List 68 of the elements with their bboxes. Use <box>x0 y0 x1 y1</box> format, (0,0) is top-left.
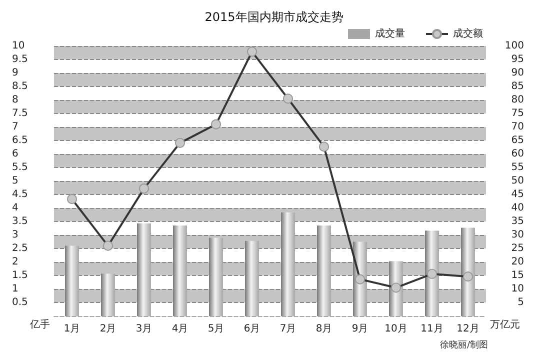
y-tick-label: 3 <box>12 230 18 240</box>
y-tick-label: 7.5 <box>12 108 28 119</box>
y2-tick-label: 20 <box>511 256 524 268</box>
y-tick-label: 1.5 <box>12 270 28 281</box>
y2-tick-label: 50 <box>511 176 524 186</box>
y-tick-label: 8 <box>12 94 18 106</box>
y-tick-label: 3.5 <box>12 216 28 227</box>
x-tick-label: 6月 <box>244 324 260 334</box>
chart-title: 2015年国内期市成交走势 <box>204 10 344 24</box>
bar <box>281 212 295 316</box>
y2-tick-label: 55 <box>511 162 524 173</box>
y-axis-title: 亿手 <box>29 318 50 330</box>
x-tick-label: 9月 <box>352 324 368 334</box>
y2-tick-label: 95 <box>511 54 524 65</box>
x-tick-label: 12月 <box>456 324 480 334</box>
y2-tick-label: 25 <box>511 243 524 254</box>
text: 徐晓丽/制图 <box>440 340 488 350</box>
y-tick-label: 6.5 <box>12 135 28 146</box>
x-tick-label: 10月 <box>384 324 408 334</box>
y-tick-label: 1 <box>12 284 18 294</box>
x-tick-label: 1月 <box>64 324 80 334</box>
y2-tick-label: 100 <box>504 40 524 52</box>
bar <box>209 238 223 316</box>
bar <box>425 230 439 316</box>
y2-axis-title: 万亿元 <box>490 320 520 330</box>
y-tick-label: 4 <box>12 202 18 214</box>
y2-tick-label: 75 <box>511 108 524 119</box>
y-tick-label: 9.5 <box>12 54 28 65</box>
y2-tick-label: 80 <box>511 94 524 106</box>
bar <box>173 226 187 316</box>
x-tick-label: 4月 <box>172 324 188 334</box>
x-tick-label: 3月 <box>136 324 152 334</box>
x-tick-label: 2月 <box>100 324 116 334</box>
bar <box>65 246 79 316</box>
y-tick-label: 2.5 <box>12 243 28 254</box>
y2-tick-label: 45 <box>511 189 524 200</box>
x-tick-label: 5月 <box>208 324 224 334</box>
y-tick-label: 5.5 <box>12 162 28 173</box>
x-tick-label: 11月 <box>420 324 444 334</box>
y-tick-label: 4.5 <box>12 189 28 200</box>
legend-label: 成交额 <box>453 28 483 40</box>
y-tick-label: 6 <box>12 148 18 160</box>
y2-tick-label: 40 <box>511 202 524 214</box>
y2-tick-label: 35 <box>511 216 524 227</box>
y2-tick-label: 85 <box>511 81 524 92</box>
y-tick-label: 10 <box>12 40 25 52</box>
y2-tick-label: 5 <box>518 297 524 308</box>
y2-tick-label: 30 <box>511 230 524 240</box>
legend-label: 成交量 <box>375 28 405 40</box>
y2-tick-label: 60 <box>511 148 524 160</box>
y2-tick-label: 70 <box>511 122 524 132</box>
y-tick-label: 7 <box>12 122 18 132</box>
y2-tick-label: 90 <box>511 68 524 78</box>
x-tick-label: 8月 <box>316 324 332 334</box>
bar <box>137 223 151 316</box>
y-tick-label: 0.5 <box>12 297 28 308</box>
bar <box>461 228 475 316</box>
x-tick-label: 7月 <box>280 324 296 334</box>
y2-tick-label: 15 <box>511 270 524 281</box>
bar <box>245 240 259 316</box>
y-tick-label: 2 <box>12 256 18 268</box>
y-tick-label: 8.5 <box>12 81 28 92</box>
bar <box>101 274 115 316</box>
y-tick-label: 9 <box>12 68 18 78</box>
bar <box>317 226 331 316</box>
y-tick-label: 5 <box>12 176 18 186</box>
y2-tick-label: 65 <box>511 135 524 146</box>
y2-tick-label: 10 <box>511 284 524 294</box>
